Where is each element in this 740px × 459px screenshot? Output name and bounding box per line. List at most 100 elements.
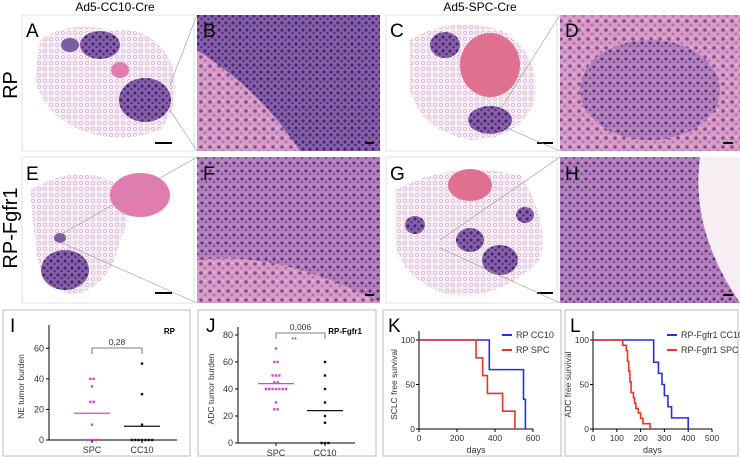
- zoom-line: [59, 156, 198, 236]
- zoom-line: [59, 241, 198, 304]
- zoom-line: [169, 109, 198, 152]
- survival-curve: [593, 339, 651, 429]
- p-value: 0,006: [290, 322, 312, 332]
- survival-curve: [419, 339, 527, 429]
- panel-h-histology: [560, 157, 740, 303]
- row-label-rp: RP: [0, 71, 22, 99]
- chart-j: 0 20 40 60 80 SPC CC10 0,006 ** RP-Fgfr1 ADC tumor…: [206, 322, 363, 458]
- data-point: [323, 401, 327, 404]
- chart-k: 0 200 400 600 0 50 100 RP CC10 RP SPC days SCLC fr…: [389, 330, 554, 455]
- data-point: [140, 362, 144, 365]
- legend-label: RP-Fgfr1 SPC: [681, 345, 739, 355]
- x-axis-label: days: [643, 445, 663, 455]
- significance-bracket: [91, 347, 143, 354]
- panel-b-histology: [197, 15, 380, 151]
- data-point: [140, 438, 144, 442]
- x-tick-label: 100: [610, 433, 624, 443]
- zoom-line: [439, 247, 561, 304]
- panel-label-k: K: [388, 316, 401, 337]
- x-axis-label: days: [466, 445, 486, 455]
- data-point: [274, 387, 278, 391]
- zoom-line: [169, 14, 198, 86]
- chart-title: RP: [164, 327, 176, 336]
- x-tick-label: 200: [634, 433, 648, 443]
- significance-stars: **: [292, 337, 298, 344]
- y-tick-label: 100: [575, 335, 589, 345]
- data-point: [89, 377, 92, 381]
- panel-e-lung-section: [21, 156, 195, 304]
- data-point: [92, 377, 95, 381]
- row-label-rp-fgfr1: RP-Fgfr1: [0, 187, 22, 268]
- y-axis-label: NE tumor burden: [16, 354, 26, 419]
- panel-label-c: C: [390, 21, 404, 42]
- data-point: [134, 438, 137, 442]
- data-point: [276, 408, 279, 411]
- panel-label-f: F: [203, 164, 215, 185]
- data-point: [130, 438, 133, 442]
- data-point: [276, 360, 279, 364]
- panel-a-lung-section: [21, 14, 195, 152]
- y-tick-label: 0: [228, 438, 233, 448]
- significance-bracket: [275, 332, 326, 339]
- panel-label-e: E: [26, 164, 39, 185]
- legend-label: RP SPC: [516, 345, 550, 355]
- data-point: [320, 441, 323, 445]
- panel-j-frame: [197, 309, 377, 457]
- y-tick-label: 0: [410, 424, 415, 434]
- panel-label-j: J: [206, 316, 216, 337]
- data-point: [137, 438, 140, 442]
- data-point: [90, 385, 94, 388]
- data-point: [151, 438, 154, 442]
- chart-i: 0 20 40 60 SPC CC10 0,28 RP NE tumor burden: [16, 325, 177, 455]
- survival-curve: [419, 339, 516, 429]
- chart-title: RP-Fgfr1: [328, 327, 362, 336]
- column-header-cc10: Ad5-CC10-Cre: [75, 0, 155, 14]
- y-axis-label: ADC tumor burden: [206, 353, 216, 424]
- y-tick-label: 20: [34, 404, 44, 414]
- zoom-line: [439, 156, 561, 241]
- panel-d-histology: [560, 15, 740, 151]
- data-point: [323, 374, 327, 377]
- data-point: [90, 423, 94, 426]
- y-tick-label: 20: [223, 411, 233, 421]
- data-point: [285, 387, 288, 391]
- y-axis-label: SCLC free survival: [389, 349, 399, 420]
- x-tick-label: 400: [681, 433, 695, 443]
- zoom-line: [499, 14, 561, 111]
- data-point: [278, 374, 281, 377]
- data-point: [278, 387, 281, 391]
- y-tick-label: 40: [223, 384, 233, 394]
- data-point: [268, 387, 271, 391]
- y-tick-label: 50: [580, 380, 590, 390]
- y-tick-label: 100: [401, 335, 415, 345]
- data-point: [274, 374, 278, 377]
- data-point: [85, 438, 89, 442]
- y-tick-label: 0: [584, 424, 589, 434]
- data-point: [140, 392, 144, 396]
- zoom-line: [499, 124, 561, 152]
- x-tick-label: 300: [657, 433, 671, 443]
- data-point: [273, 381, 276, 384]
- x-tick-label: 0: [417, 433, 422, 443]
- data-point: [140, 423, 144, 426]
- data-point: [323, 360, 327, 364]
- y-tick-label: 60: [223, 357, 233, 367]
- legend-label: RP CC10: [516, 330, 554, 340]
- data-point: [92, 400, 95, 403]
- panel-l-frame: [564, 309, 739, 457]
- data-point: [323, 414, 327, 418]
- panel-label-i: I: [10, 316, 15, 337]
- y-tick-label: 0: [39, 435, 44, 445]
- survival-curve: [593, 339, 689, 429]
- y-axis-label: ADC free survival: [563, 351, 573, 417]
- y-tick-label: 40: [34, 374, 44, 384]
- panel-i-frame: [2, 309, 191, 457]
- data-point: [271, 387, 274, 391]
- x-tick-label: CC10: [313, 448, 336, 458]
- data-point: [89, 438, 92, 442]
- data-point: [92, 438, 95, 442]
- x-tick-label: 0: [591, 433, 596, 443]
- data-point: [274, 401, 278, 404]
